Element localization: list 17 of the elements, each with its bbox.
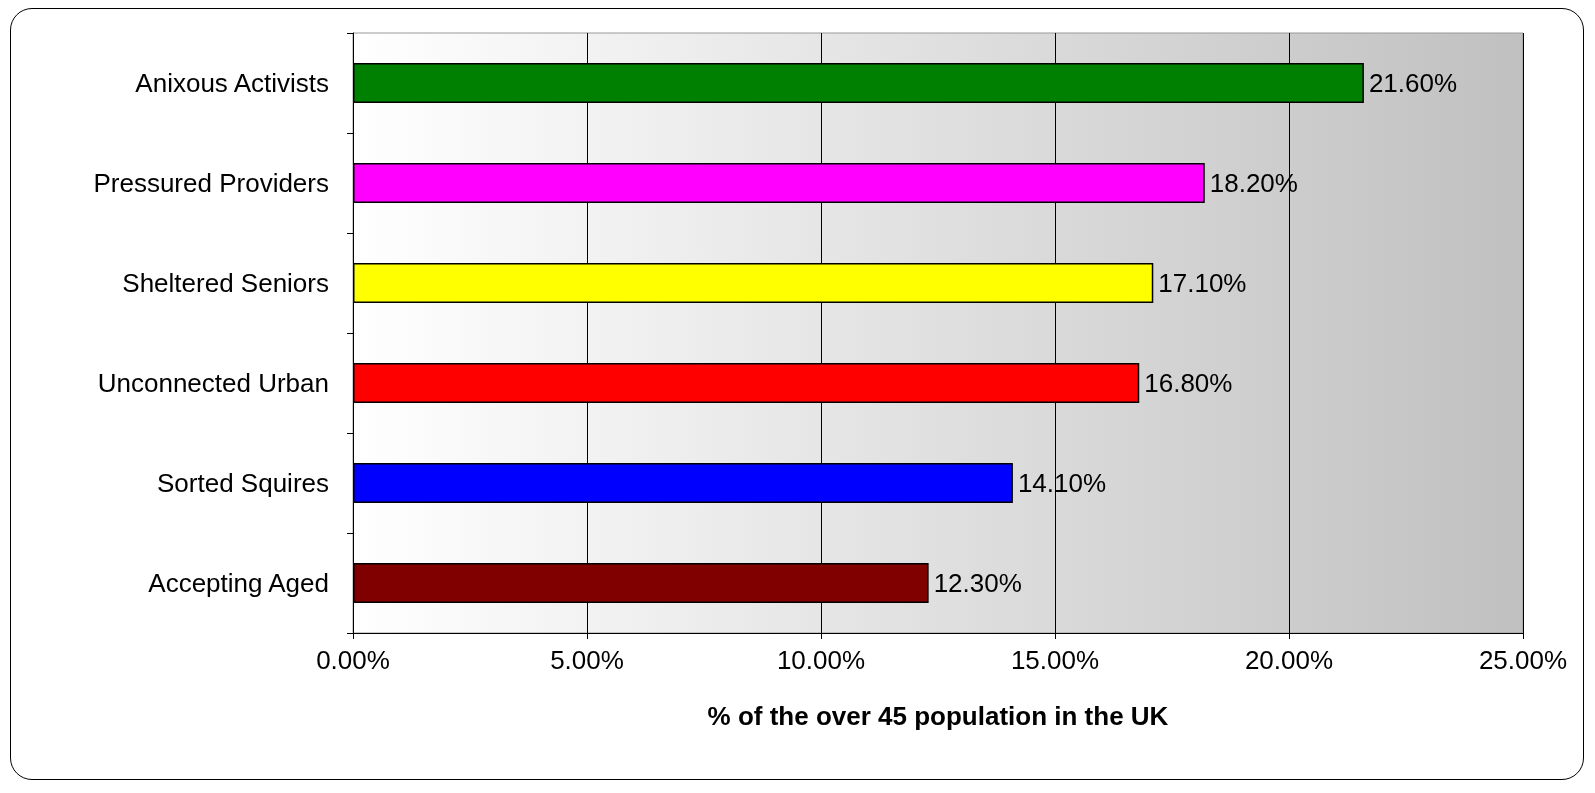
y-tick-label: Pressured Providers <box>93 168 329 198</box>
x-tick-label: 25.00% <box>1478 645 1568 675</box>
y-tick-label: Accepting Aged <box>148 568 329 598</box>
x-tick-label: 5.00% <box>550 645 624 675</box>
y-tick-label: Sorted Squires <box>157 468 329 498</box>
x-tick-label: 0.00% <box>316 645 390 675</box>
y-tick-label: Anixous Activists <box>135 68 329 98</box>
data-label: 21.60% <box>1368 68 1458 98</box>
y-tick-label: Unconnected Urban <box>97 368 329 398</box>
data-label: 12.30% <box>933 568 1022 598</box>
data-label: 17.10% <box>1158 268 1247 298</box>
y-tick-label: Sheltered Seniors <box>122 268 329 298</box>
x-tick-label: 15.00% <box>1010 645 1100 675</box>
x-tick-label: 20.00% <box>1244 645 1334 675</box>
x-axis-title: % of the over 45 population in the UK <box>707 701 1169 731</box>
x-tick-label: 10.00% <box>776 645 866 675</box>
data-label: 16.80% <box>1144 368 1233 398</box>
